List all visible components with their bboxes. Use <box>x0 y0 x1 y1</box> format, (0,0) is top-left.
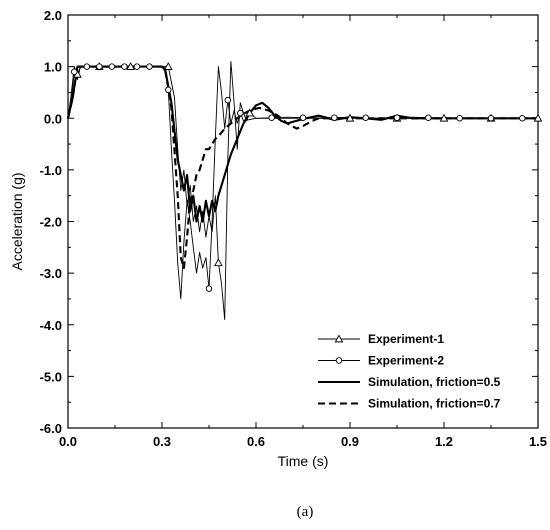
series-2-marker <box>83 63 91 70</box>
series-2-marker <box>456 114 463 122</box>
x-tick-label: 1.2 <box>435 434 453 449</box>
series-2-marker <box>362 114 369 121</box>
series-1-marker <box>163 62 173 70</box>
axis-ticks: 0.0 0.3 0.6 0.9 1.2 1.5 2.0 1.0 0.0 -1.0 -2.0 -3.0 -… <box>40 8 547 449</box>
y-axis-title: Acceleration (g) <box>9 172 25 270</box>
series-1-marker <box>126 62 136 70</box>
legend: Experiment-1 Experiment-2 Simulation, fric… <box>318 332 501 411</box>
series-2-marker <box>96 63 103 70</box>
markers-layer <box>71 62 543 292</box>
x-tick-label: 0.3 <box>153 434 171 449</box>
figure-caption: (a) <box>297 504 314 520</box>
series-line-4 <box>66 65 538 270</box>
series-2-marker <box>268 114 275 121</box>
x-tick-label: 1.5 <box>529 434 547 449</box>
y-tick-label: 2.0 <box>44 8 62 23</box>
y-tick-label: -6.0 <box>40 421 62 436</box>
legend-label-1: Experiment-1 <box>368 332 444 346</box>
x-tick-label: 0.9 <box>341 434 359 449</box>
legend-label-3: Simulation, friction=0.5 <box>368 375 501 389</box>
series-2-marker <box>237 109 244 117</box>
series-2-marker <box>224 96 232 104</box>
legend-label-2: Experiment-2 <box>368 354 444 368</box>
series-2-marker <box>121 63 128 70</box>
y-tick-label: 0.0 <box>44 111 62 126</box>
legend-marker-2 <box>335 357 343 364</box>
series-1-marker <box>245 108 255 117</box>
series-2-marker <box>331 114 338 121</box>
series-2-marker <box>71 68 78 76</box>
series-line-1 <box>67 61 538 321</box>
series-1-marker <box>439 113 449 122</box>
series-line-3 <box>66 65 538 223</box>
series-2-marker <box>165 86 172 94</box>
series-1-marker <box>533 113 543 122</box>
series-2-marker <box>205 285 213 292</box>
series-1-marker <box>214 258 223 267</box>
series-layer <box>66 61 538 321</box>
y-tick-label: 1.0 <box>44 60 62 75</box>
series-2-marker <box>108 63 116 70</box>
series-2-marker <box>425 114 432 121</box>
series-2-marker <box>146 63 153 70</box>
y-tick-label: -2.0 <box>40 215 62 230</box>
x-tick-label: 0.6 <box>247 434 265 449</box>
series-2-marker <box>133 63 141 70</box>
y-tick-label: -3.0 <box>40 266 62 281</box>
series-2-marker <box>487 114 495 122</box>
x-axis-title: Time (s) <box>278 453 329 469</box>
series-2-marker <box>393 114 401 121</box>
x-tick-label: 0.0 <box>59 434 77 449</box>
legend-label-4: Simulation, friction=0.7 <box>368 397 501 411</box>
series-1-marker <box>345 113 355 122</box>
y-tick-label: -1.0 <box>40 163 62 178</box>
series-2-marker <box>299 114 307 121</box>
series-line-2 <box>67 66 538 300</box>
series-2-marker <box>519 114 526 122</box>
y-tick-label: -5.0 <box>40 369 62 384</box>
plot-frame <box>67 14 539 429</box>
y-tick-label: -4.0 <box>40 318 62 333</box>
plot-area <box>67 14 539 429</box>
legend-marker-1 <box>334 334 344 343</box>
